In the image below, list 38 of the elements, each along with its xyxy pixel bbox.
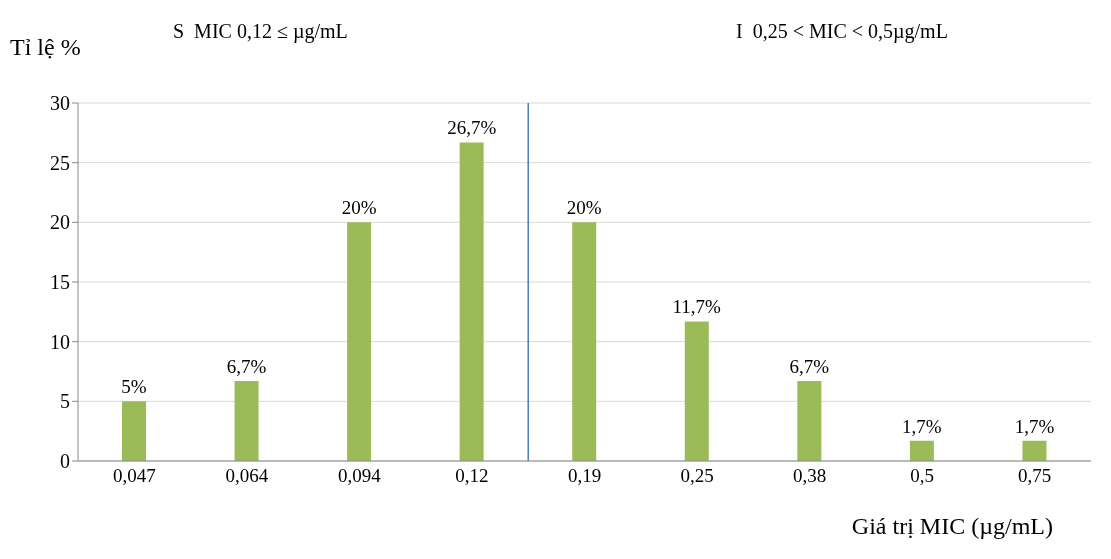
text: S MIC 0,12 ≤ µg/mL — [173, 20, 348, 43]
y-tick-label: 25 — [50, 151, 70, 174]
x-tick-label: 0,12 — [455, 465, 489, 487]
data-label: 6,7% — [789, 356, 830, 378]
y-tick-label: 20 — [50, 211, 70, 234]
bar — [684, 321, 709, 461]
y-tick-label: 5 — [60, 390, 70, 413]
data-label: 6,7% — [226, 356, 267, 378]
bar — [122, 401, 146, 461]
x-tick-label: 0,047 — [112, 465, 156, 487]
bar — [234, 381, 259, 461]
x-tick-label: 0,094 — [338, 465, 382, 487]
data-label: 20% — [566, 197, 602, 219]
data-label: 11,7% — [672, 296, 722, 318]
bar — [909, 440, 934, 461]
data-label: 1,7% — [902, 415, 942, 437]
x-tick-label: 0,19 — [567, 465, 602, 487]
y-tick-label: 15 — [50, 271, 70, 294]
x-tick-label: 0,5 — [910, 465, 935, 487]
x-tick-label: 0,75 — [1018, 465, 1052, 487]
x-tick-label: 0,38 — [792, 465, 827, 487]
bar — [797, 381, 822, 461]
data-label: 26,7% — [447, 117, 497, 139]
y-tick-label: 30 — [50, 92, 70, 115]
x-tick-label: 0,25 — [680, 465, 714, 487]
bar — [1022, 440, 1047, 461]
data-label: 1,7% — [1014, 415, 1055, 437]
x-axis-title: Giá trị MIC (µg/mL) — [851, 513, 1053, 540]
text: I 0,25 < MIC < 0,5µg/mL — [736, 20, 948, 43]
bar — [347, 222, 372, 461]
data-label: 20% — [341, 197, 377, 219]
x-tick-label: 0,064 — [225, 465, 269, 487]
bar — [459, 142, 484, 461]
bar — [572, 222, 597, 461]
data-label: 5% — [121, 376, 147, 398]
y-axis-title: Tỉ lệ % — [10, 34, 81, 61]
y-tick-label: 0 — [60, 450, 70, 473]
y-tick-label: 10 — [50, 330, 70, 353]
